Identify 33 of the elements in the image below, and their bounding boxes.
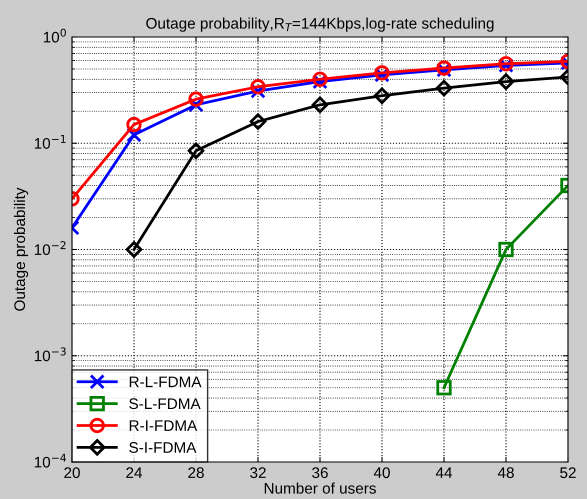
y-tick-label: 10$^{−4}$ [34, 454, 66, 468]
point [250, 113, 266, 130]
x-tick-label: 40 [374, 467, 390, 478]
point [126, 116, 142, 132]
legend-label: R-I-FDMA [130, 420, 198, 431]
point [188, 142, 204, 160]
x-tick-label: 44 [436, 467, 452, 478]
y-tick-label: 10$^{−3}$ [34, 347, 66, 362]
point [498, 73, 514, 90]
y-tick-label: 10$^{−1}$ [34, 135, 66, 149]
legend-label: S-I-FDMA [129, 442, 196, 453]
point [436, 80, 452, 96]
x-axis-title: Number of users [264, 482, 376, 494]
y-tick-label: 10$^{−2}$ [34, 241, 66, 256]
point [188, 92, 204, 107]
point [126, 241, 142, 258]
point [436, 380, 452, 396]
legend-label: S-L-FDMA [129, 398, 201, 410]
x-tick-label: 28 [188, 467, 204, 478]
point [312, 96, 328, 114]
y-axis-title: Outage probability [14, 188, 28, 311]
x-tick-label: 52 [560, 467, 576, 478]
x-tick-label: 48 [498, 467, 514, 478]
point [498, 242, 514, 258]
y-tick-label: 10$^{0}$ [44, 28, 66, 43]
x-tick-label: 24 [126, 467, 142, 478]
x-tick-label: 32 [250, 467, 266, 478]
x-tick-label: 36 [312, 467, 328, 478]
point [250, 79, 266, 94]
x-tick-label: 20 [64, 467, 80, 478]
legend-label: R-L-FDMA [130, 376, 202, 388]
point [374, 87, 390, 104]
chart-title: Outage probability,R$_{T}$=144Kbps,log-rate scheduling [146, 18, 494, 32]
